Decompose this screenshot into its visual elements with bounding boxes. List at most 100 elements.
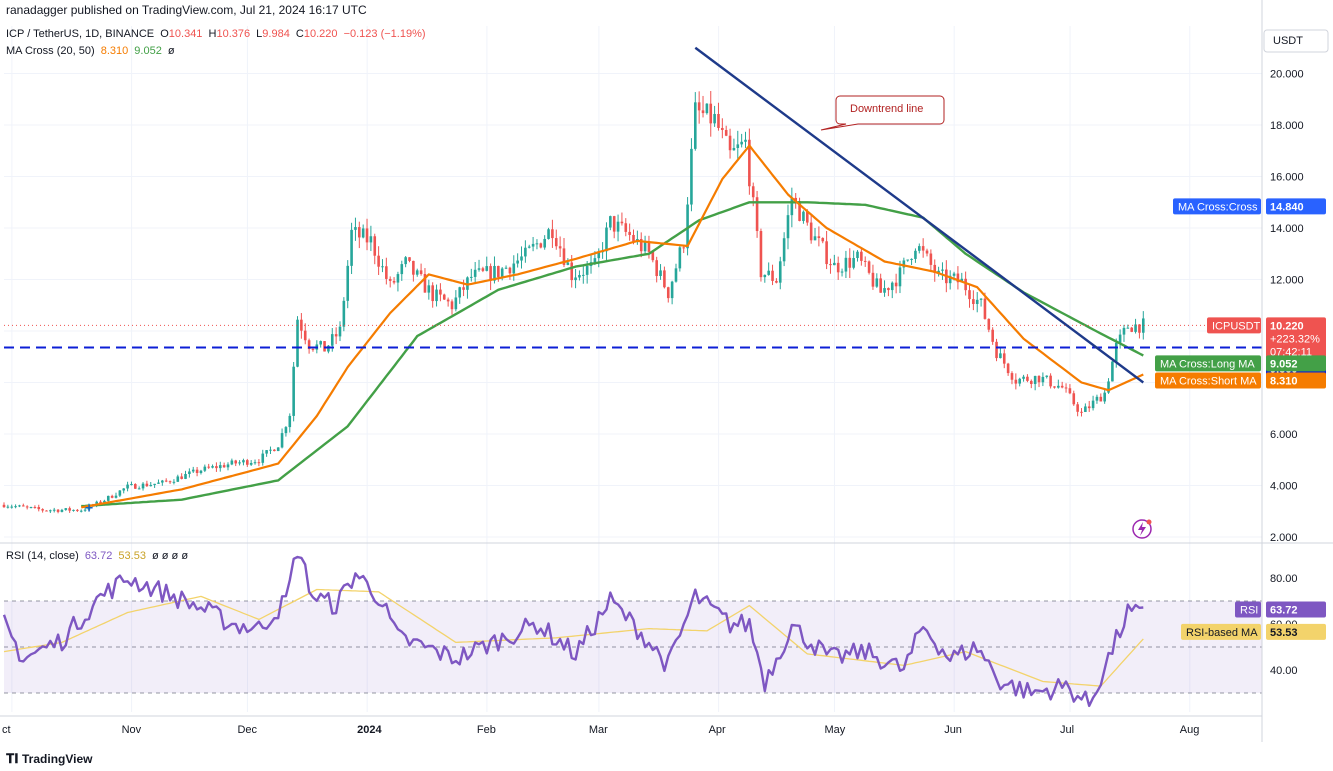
symbol-name[interactable]: ICP / TetherUS, 1D, BINANCE xyxy=(6,28,155,40)
candle-body xyxy=(273,449,276,452)
rsi-tag-bg xyxy=(1235,601,1261,618)
candle-body xyxy=(489,266,492,281)
candle-body xyxy=(890,282,894,291)
annotations: Downtrend line + xyxy=(4,46,1262,539)
open-label: O xyxy=(160,28,169,40)
candle-body xyxy=(458,287,462,298)
candle-body xyxy=(361,228,365,238)
candle-body xyxy=(1033,375,1037,385)
candle-body xyxy=(168,481,172,483)
candle-body xyxy=(651,251,655,261)
candle-body xyxy=(369,236,373,243)
candle-body xyxy=(130,484,133,486)
candle-body xyxy=(663,270,666,288)
long-ma-tag-bg xyxy=(1155,355,1261,372)
candle-body xyxy=(14,506,17,508)
candle-body xyxy=(593,258,597,263)
candle-body xyxy=(442,294,446,300)
candle-body xyxy=(446,299,450,302)
candle-body xyxy=(153,483,156,485)
candle-body xyxy=(52,509,56,511)
candle-body xyxy=(415,270,419,275)
candle-body xyxy=(388,278,392,281)
candle-body xyxy=(1026,376,1029,381)
candle-body xyxy=(605,227,608,252)
candle-body xyxy=(1029,380,1033,385)
time-tick-label: Jul xyxy=(1060,724,1074,736)
candle-body xyxy=(794,197,798,202)
candle-body xyxy=(968,290,971,300)
candle-body xyxy=(948,275,952,284)
downtrend-line xyxy=(694,46,1145,384)
last-value: 10.220 xyxy=(1270,320,1304,332)
candle-body xyxy=(246,460,249,465)
candle-body xyxy=(242,460,245,463)
candle-body xyxy=(427,285,431,293)
candle-body xyxy=(126,484,129,489)
rsi-ma-tag: RSI-based MA xyxy=(1186,627,1258,639)
candle-body xyxy=(547,229,550,239)
candle-body xyxy=(1111,361,1114,382)
candle-body xyxy=(10,506,14,508)
candle-body xyxy=(493,265,496,281)
ma-short-value: 8.310 xyxy=(100,45,129,57)
rsi-ma-tag-bg xyxy=(1181,623,1261,640)
candle-body xyxy=(1022,376,1025,379)
candle-body xyxy=(821,238,825,242)
time-tick-label: ct xyxy=(2,724,11,736)
candle-body xyxy=(778,261,782,283)
candle-body xyxy=(203,466,207,471)
candle-body xyxy=(462,287,465,290)
candle-body xyxy=(396,274,400,283)
cross-marker-icon: + xyxy=(85,500,93,516)
tradingview-logo[interactable]: 𝐓𝐈 TradingView xyxy=(6,751,92,767)
candle-body xyxy=(350,229,353,266)
candle-body xyxy=(624,223,628,232)
candle-body xyxy=(1045,375,1049,377)
candle-body xyxy=(693,102,697,149)
candle-body xyxy=(1041,376,1045,383)
ma-cross-label[interactable]: MA Cross (20, 50) xyxy=(6,45,95,57)
candle-body xyxy=(358,227,361,238)
candle-body xyxy=(392,280,396,283)
candle-body xyxy=(987,318,991,330)
candle-body xyxy=(149,484,153,487)
candle-body xyxy=(64,508,68,510)
candle-body xyxy=(1141,318,1145,333)
rsi-label[interactable]: RSI (14, close) xyxy=(6,550,79,562)
rsi-ma-value: 53.53 xyxy=(1270,627,1298,639)
candle-body xyxy=(280,433,284,448)
time-tick-label: Dec xyxy=(237,724,257,736)
candle-body xyxy=(79,510,83,512)
candle-body xyxy=(531,243,535,247)
candle-body xyxy=(867,261,871,273)
candle-body xyxy=(906,259,910,261)
time-tick-label: Aug xyxy=(1180,724,1200,736)
candle-body xyxy=(176,476,180,482)
candle-body xyxy=(234,460,238,464)
candle-body xyxy=(551,229,554,239)
candle-body xyxy=(771,270,774,281)
candle-body xyxy=(643,241,647,252)
candle-body xyxy=(863,260,867,262)
long-ma-tag: MA Cross:Long MA xyxy=(1160,358,1255,370)
candle-body xyxy=(327,345,330,352)
candle-body xyxy=(1053,386,1056,388)
candle-body xyxy=(674,268,678,282)
short-ma-value-bg xyxy=(1266,372,1326,389)
close-value: 10.220 xyxy=(303,28,338,40)
candle-body xyxy=(180,476,183,479)
candle-body xyxy=(60,509,64,512)
candle-body xyxy=(342,300,346,327)
candle-body xyxy=(570,262,574,281)
candle-body xyxy=(404,257,407,265)
candle-body xyxy=(381,266,384,268)
candle-body xyxy=(632,234,635,242)
candle-body xyxy=(1138,324,1141,333)
candle-body xyxy=(323,341,326,352)
candle-body xyxy=(1037,375,1041,383)
candle-body xyxy=(238,462,241,464)
candle-body xyxy=(1064,387,1068,389)
candle-body xyxy=(655,260,658,277)
candle-body xyxy=(1014,379,1018,384)
